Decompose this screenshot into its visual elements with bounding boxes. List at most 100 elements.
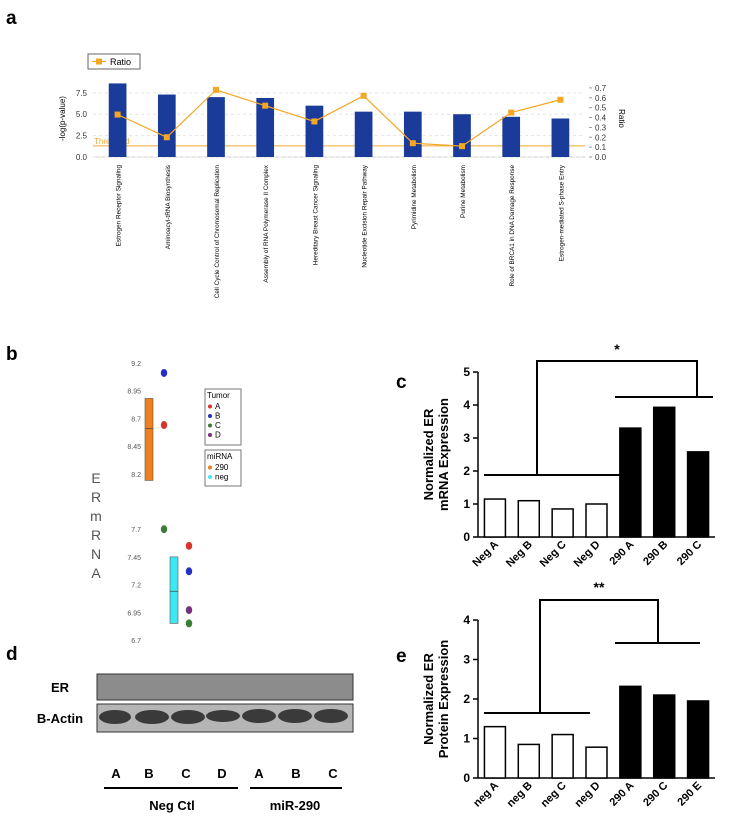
y-tick-label: 8.45 [127, 444, 141, 451]
y2-tick-label: 0.7 [595, 84, 607, 93]
y2-tick-label: 0.6 [595, 94, 607, 103]
row-label: ER [51, 680, 70, 695]
lane-label: A [111, 766, 121, 781]
y2-tick-label: 0.0 [595, 153, 607, 162]
x-tick-label: neg B [505, 780, 535, 810]
x-tick-label: Estrogen-mediated S-phase Entry [558, 164, 565, 261]
lane-label: D [217, 766, 226, 781]
y2-axis-label: Ratio [617, 109, 626, 128]
y-tick-label: 5.0 [76, 110, 88, 119]
annotation: * [614, 341, 620, 357]
y-tick-label: 0.0 [76, 153, 88, 162]
y-axis-label: -log(p-value) [58, 96, 67, 141]
x-tick-label: Estrogen Receptor Signaling [116, 165, 123, 247]
y-axis-label: Normalized ER [421, 408, 436, 500]
marker [311, 118, 318, 125]
bar [305, 105, 324, 157]
legend-label: Ratio [110, 57, 131, 67]
x-tick-label: 290 A [608, 780, 637, 809]
marker [262, 102, 269, 109]
x-tick-label: 290 B [641, 539, 670, 568]
x-tick-label: Hereditary Breast Cancer Signaling [312, 165, 319, 266]
bar [207, 97, 225, 157]
group-label: miR-290 [270, 798, 321, 813]
point [185, 606, 193, 615]
group-label: Neg Ctl [149, 798, 195, 813]
bar [652, 694, 676, 779]
x-tick-label: Purine Metabolism [460, 165, 467, 218]
y-axis-label: Normalized ER [421, 653, 436, 745]
marker [360, 92, 367, 99]
bar [585, 503, 608, 538]
y-tick-label: 3 [463, 653, 470, 667]
x-tick-label: neg D [573, 780, 603, 810]
y-tick-label: 3 [463, 431, 470, 445]
box [144, 398, 154, 481]
y-tick-label: 7.5 [76, 89, 88, 98]
x-tick-label: neg C [539, 780, 569, 810]
y-tick-label: 7.2 [131, 583, 141, 590]
legend-title: Tumor [207, 391, 230, 400]
panel-label: e [396, 646, 407, 667]
panel-label: c [396, 372, 407, 393]
y-tick-label: 1 [463, 497, 470, 511]
lane-label: B [144, 766, 153, 781]
x-tick-label: 290 E [675, 780, 704, 809]
legend-label: A [215, 402, 221, 411]
box [169, 556, 179, 624]
bar [652, 406, 676, 538]
y2-tick-label: 0.1 [595, 143, 607, 152]
bar [517, 743, 541, 779]
legend-dot [208, 414, 212, 418]
bar [354, 111, 373, 157]
legend-dot [208, 404, 212, 409]
x-tick-label: Role of BRCA1 in DNA Damage Response [509, 165, 516, 287]
y-tick-label: 8.95 [127, 389, 141, 396]
legend-label: D [215, 431, 221, 440]
y-axis-label: mRNA Expression [436, 398, 451, 511]
point [160, 421, 168, 430]
y-tick-label: 5 [463, 365, 470, 379]
x-tick-label: Nucleotide Excision Repair Pathway [362, 164, 369, 267]
legend-label: neg [215, 473, 228, 482]
bar [108, 83, 127, 157]
blot-row [96, 673, 354, 701]
y-tick-label: 2 [463, 692, 470, 706]
legend-dot [208, 475, 212, 479]
bar [551, 118, 570, 157]
brackets [484, 360, 713, 714]
y-axis-label: ERmRNA [88, 470, 104, 584]
point [185, 567, 193, 576]
y-tick-label: 1 [463, 732, 470, 746]
legend-label: B [215, 412, 220, 421]
x-tick-label: Neg B [504, 539, 535, 570]
bar [483, 725, 507, 779]
bar [585, 746, 608, 779]
marker [409, 140, 416, 147]
y-tick-label: 4 [463, 613, 470, 627]
x-tick-label: Neg D [572, 539, 603, 570]
x-tick-label: 290 C [641, 780, 670, 809]
y-axis-label: Protein Expression [436, 640, 451, 759]
point [185, 619, 193, 628]
bands [99, 709, 348, 724]
legend-marker [96, 58, 102, 65]
annotation: ** [594, 579, 605, 595]
x-tick-label: Pyrimidine Metabolism [411, 165, 418, 229]
lane-label: A [254, 766, 264, 781]
y-tick-label: 4 [463, 398, 470, 412]
bar [619, 685, 642, 779]
x-tick-label: Neg C [538, 539, 569, 570]
bar [686, 700, 710, 779]
marker [557, 96, 564, 103]
panel-label: b [6, 344, 18, 365]
bar [551, 733, 574, 779]
legend-dot [208, 465, 212, 470]
y-tick-label: 6.95 [127, 610, 141, 617]
x-tick-label: Aminoacyl-tRNA Biosynthesis [165, 165, 172, 249]
bar [551, 508, 574, 538]
bar [403, 111, 422, 157]
y-tick-label: 7.7 [131, 527, 141, 534]
lane-label: C [181, 766, 191, 781]
